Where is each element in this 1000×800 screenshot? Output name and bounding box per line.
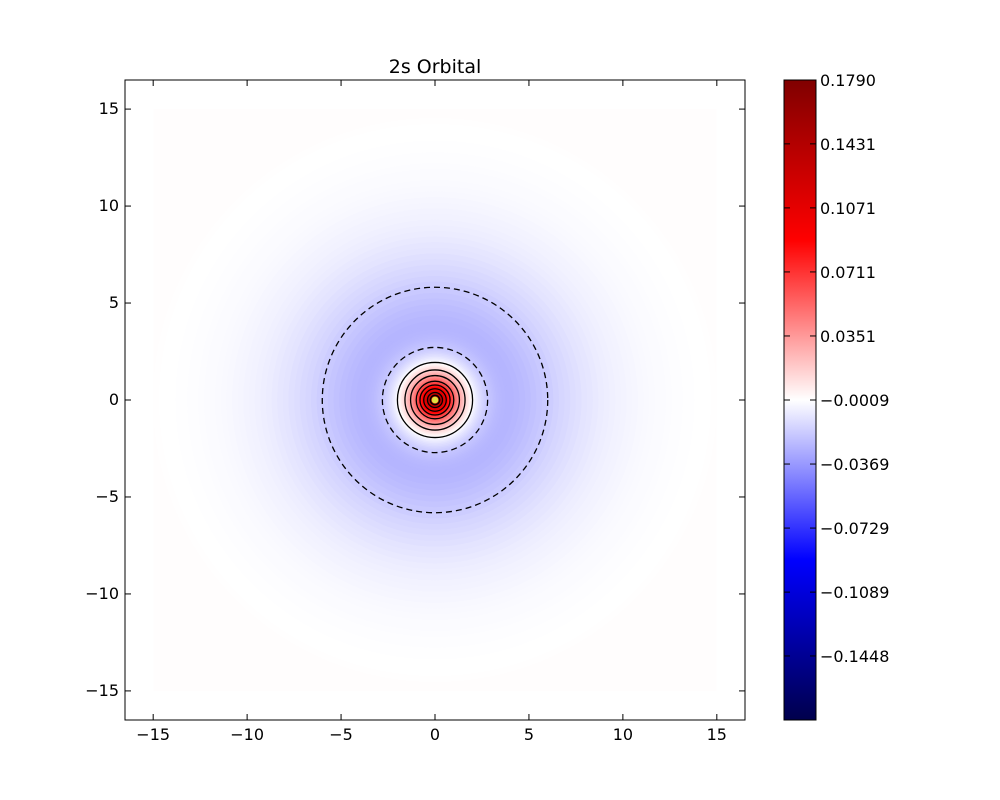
x-tick-label: 5 bbox=[524, 725, 534, 744]
colorbar-tick-label: 0.0351 bbox=[820, 327, 876, 346]
contour-line bbox=[429, 394, 441, 406]
x-axis: −15 −10 −5 0 5 10 15 bbox=[136, 80, 727, 744]
contour-line bbox=[381, 346, 489, 454]
contour-line bbox=[396, 361, 474, 439]
orbital-field bbox=[153, 109, 717, 691]
y-tick-label: 0 bbox=[109, 390, 119, 409]
y-tick-label: 5 bbox=[109, 293, 119, 312]
y-tick-label: −5 bbox=[95, 487, 119, 506]
colorbar-axis: 0.1790 0.1431 0.1071 0.0711 0.0351 −0.0009 −0.… bbox=[784, 71, 889, 666]
contour-line bbox=[404, 369, 466, 431]
colorbar-tick-label: −0.1089 bbox=[820, 583, 889, 602]
y-tick-label: 10 bbox=[99, 196, 119, 215]
x-tick-label: 0 bbox=[430, 725, 440, 744]
chart-title: 2s Orbital bbox=[389, 56, 482, 78]
colorbar-tick-label: 0.1790 bbox=[820, 71, 876, 90]
contour-line bbox=[419, 384, 451, 416]
x-tick-label: −15 bbox=[136, 725, 170, 744]
colorbar-tick-label: −0.0369 bbox=[820, 455, 889, 474]
x-tick-label: 15 bbox=[707, 725, 727, 744]
contour-line bbox=[409, 374, 461, 426]
y-tick-label: 15 bbox=[99, 99, 119, 118]
x-tick-label: −5 bbox=[329, 725, 353, 744]
colorbar-tick-label: 0.1071 bbox=[820, 199, 876, 218]
y-tick-label: −15 bbox=[85, 681, 119, 700]
contour-line bbox=[426, 391, 444, 409]
y-tick-label: −10 bbox=[85, 584, 119, 603]
colorbar-tick-label: 0.0711 bbox=[820, 263, 876, 282]
field-core bbox=[431, 396, 439, 404]
x-tick-label: 10 bbox=[613, 725, 633, 744]
colorbar-tick-label: −0.0009 bbox=[820, 391, 889, 410]
colorbar-tick-label: −0.0729 bbox=[820, 519, 889, 538]
contour-line bbox=[321, 286, 549, 514]
y-axis: 15 10 5 0 −5 −10 −15 bbox=[85, 99, 745, 700]
colorbar-tick-label: 0.1431 bbox=[820, 135, 876, 154]
contour-line bbox=[415, 380, 455, 420]
contour-line bbox=[423, 388, 447, 412]
contour-lines bbox=[321, 286, 549, 514]
colorbar-tick-label: −0.1448 bbox=[820, 647, 889, 666]
x-tick-label: −10 bbox=[230, 725, 264, 744]
